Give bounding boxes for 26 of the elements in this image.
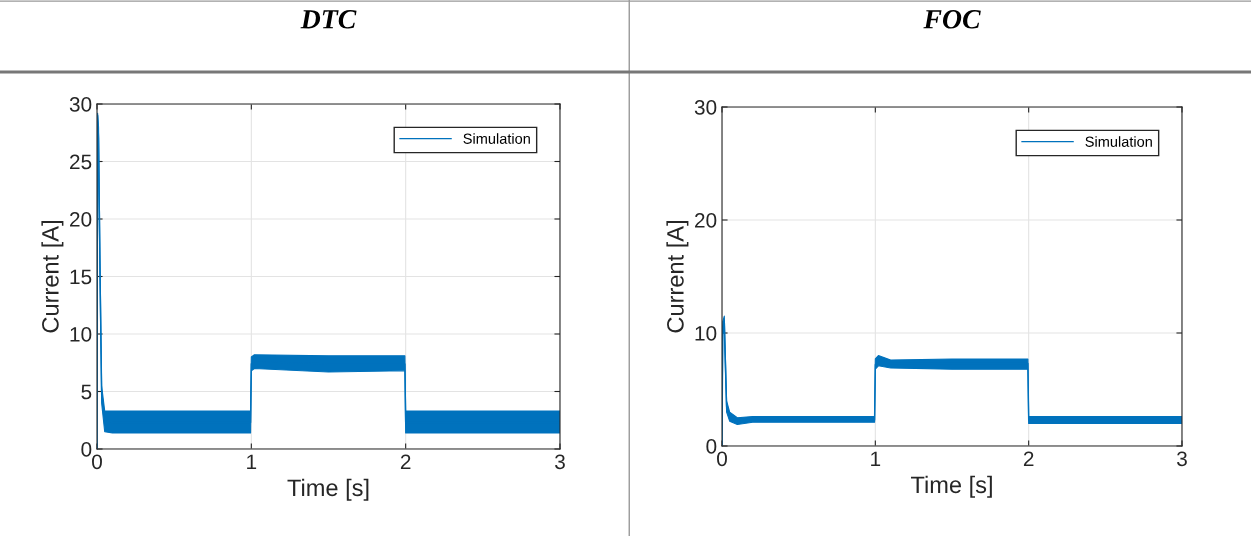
y-tick-label: 30 [69, 97, 92, 112]
y-tick-label: 5 [81, 384, 92, 400]
chart-title: DTC [300, 9, 357, 29]
y-tick-label: 15 [70, 269, 92, 285]
legend-label: Simulation [1085, 136, 1152, 147]
x-tick-label: 3 [1177, 451, 1187, 467]
y-tick-label: 25 [70, 154, 92, 170]
x-tick-label: 1 [247, 454, 257, 469]
y-axis-title: Current [A] [41, 221, 64, 333]
y-tick-label: 10 [695, 326, 717, 341]
y-tick-label: 10 [70, 327, 92, 342]
x-axis-title: Time [s] [287, 478, 369, 501]
x-tick-label: 1 [871, 451, 881, 466]
chart-title: FOC [923, 9, 981, 29]
x-tick-label: 3 [555, 454, 565, 470]
x-tick-label: 2 [1023, 451, 1034, 466]
y-axis-title: Current [A] [666, 221, 689, 333]
x-tick-label: 2 [400, 454, 411, 469]
x-axis-title: Time [s] [911, 475, 992, 498]
y-tick-label: 0 [706, 439, 717, 454]
legend-label: Simulation [463, 133, 530, 144]
y-tick-label: 30 [694, 100, 717, 115]
y-tick-label: 20 [695, 213, 717, 228]
x-tick-label: 0 [717, 451, 727, 467]
y-tick-label: 20 [70, 212, 92, 227]
x-tick-label: 0 [92, 454, 102, 470]
